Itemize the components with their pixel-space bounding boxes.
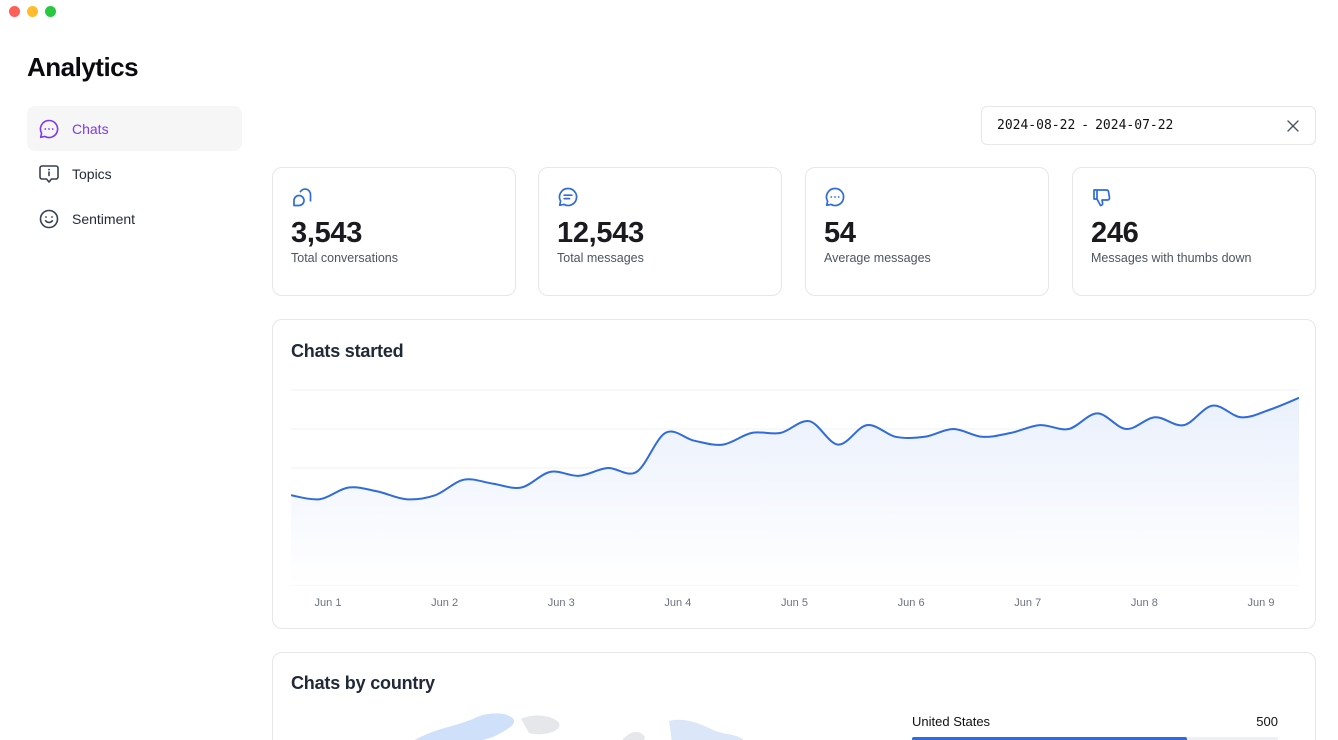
country-bar-fill xyxy=(912,737,1187,740)
x-tick-label: Jun 5 xyxy=(781,597,808,609)
stat-label: Messages with thumbs down xyxy=(1091,251,1252,265)
stat-value: 54 xyxy=(824,217,856,249)
info-message-icon xyxy=(38,163,60,185)
x-tick-label: Jun 2 xyxy=(431,597,458,609)
window-controls xyxy=(9,6,56,17)
sidebar: Chats Topics Sentiment xyxy=(27,106,242,241)
sidebar-item-label: Sentiment xyxy=(72,210,136,227)
chats-started-chart: Jun 1 Jun 2 Jun 3 Jun 4 Jun 5 Jun 6 Jun 7 Jun 8… xyxy=(291,389,1299,609)
world-map xyxy=(414,713,744,740)
stat-card-total-messages: 12,543 Total messages xyxy=(538,167,782,296)
map-region-asia xyxy=(669,719,744,740)
stat-card-total-conversations: 3,543 Total conversations xyxy=(272,167,516,296)
x-tick-label: Jun 6 xyxy=(898,597,925,609)
sidebar-item-chats[interactable]: Chats xyxy=(27,106,242,151)
country-bar-track xyxy=(912,737,1278,740)
country-panel-title: Chats by country xyxy=(291,673,435,693)
message-lines-icon xyxy=(557,186,579,208)
date-range-start: 2024-08-22 xyxy=(997,118,1076,133)
map-region-north-america xyxy=(414,713,515,740)
sidebar-item-sentiment[interactable]: Sentiment xyxy=(27,196,242,241)
chart-area xyxy=(291,397,1299,585)
x-tick-label: Jun 3 xyxy=(548,597,575,609)
stat-value: 12,543 xyxy=(557,217,644,249)
country-row: United States 500 xyxy=(912,714,1278,740)
stat-label: Average messages xyxy=(824,251,931,265)
message-dots-icon xyxy=(824,186,846,208)
stat-label: Total conversations xyxy=(291,251,399,265)
date-range-end: 2024-07-22 xyxy=(1095,118,1174,133)
x-tick-label: Jun 4 xyxy=(664,597,691,609)
page-title: Analytics xyxy=(27,52,139,82)
x-tick-label: Jun 8 xyxy=(1131,597,1158,609)
stat-label: Total messages xyxy=(557,251,644,265)
map-region-europe xyxy=(622,732,645,740)
conversations-icon xyxy=(291,186,313,208)
x-tick-label: Jun 7 xyxy=(1014,597,1041,609)
chat-bubble-dots-icon xyxy=(38,118,60,140)
stat-card-thumbs-down: 246 Messages with thumbs down xyxy=(1072,167,1316,296)
chats-by-country-panel: Chats by country United States 500 xyxy=(272,652,1316,740)
close-window-button[interactable] xyxy=(9,6,20,17)
country-name: United States xyxy=(912,714,991,729)
sidebar-item-topics[interactable]: Topics xyxy=(27,151,242,196)
chart-series-line xyxy=(291,396,1299,501)
date-range-separator: - xyxy=(1081,118,1090,133)
smiley-icon xyxy=(38,208,60,230)
map-region-greenland xyxy=(521,715,560,735)
x-tick-label: Jun 1 xyxy=(315,597,342,609)
date-range-picker[interactable]: 2024-08-22 - 2024-07-22 xyxy=(981,106,1316,145)
close-icon xyxy=(1287,119,1299,132)
sidebar-item-label: Chats xyxy=(72,120,109,137)
country-value: 500 xyxy=(1256,714,1278,729)
sidebar-item-label: Topics xyxy=(72,165,112,182)
minimize-window-button[interactable] xyxy=(27,6,38,17)
clear-date-range-button[interactable] xyxy=(1285,118,1301,134)
stat-value: 246 xyxy=(1091,217,1139,249)
chart-title: Chats started xyxy=(291,341,404,361)
x-tick-label: Jun 9 xyxy=(1248,597,1275,609)
stat-value: 3,543 xyxy=(291,217,363,249)
thumbs-down-icon xyxy=(1091,186,1113,208)
stat-card-average-messages: 54 Average messages xyxy=(805,167,1049,296)
zoom-window-button[interactable] xyxy=(45,6,56,17)
